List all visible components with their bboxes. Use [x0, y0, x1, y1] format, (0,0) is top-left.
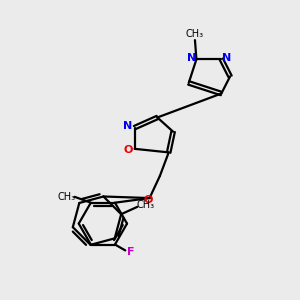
Text: N: N — [187, 53, 196, 63]
Text: F: F — [127, 247, 134, 257]
Text: N: N — [124, 121, 133, 131]
Text: CH₃: CH₃ — [186, 29, 204, 39]
Text: O: O — [123, 145, 133, 155]
Text: CH₃: CH₃ — [58, 192, 76, 202]
Text: CH₃: CH₃ — [136, 200, 155, 210]
Text: N: N — [222, 53, 231, 63]
Text: O: O — [144, 194, 153, 205]
